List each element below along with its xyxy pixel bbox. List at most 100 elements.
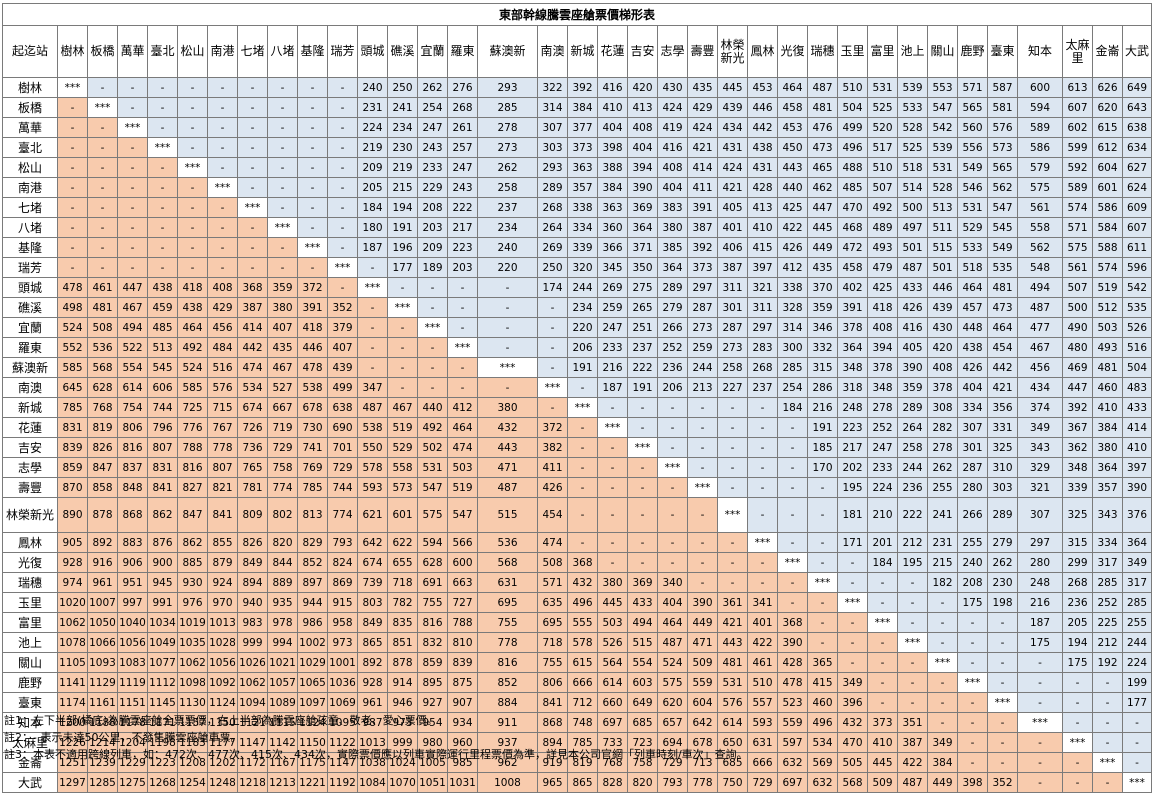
fare-cell: 531 [717, 672, 748, 693]
fare-cell: 859 [417, 652, 448, 673]
row-header-station: 壽豐 [2, 477, 58, 498]
fare-cell: 237 [477, 197, 538, 218]
fare-cell: 283 [747, 337, 778, 358]
fare-cell: 519 [387, 417, 418, 438]
fare-cell: 301 [957, 437, 988, 458]
fare-cell: 350 [627, 257, 658, 278]
fare-cell: 216 [597, 357, 628, 378]
row-header-station: 八堵 [2, 217, 58, 238]
fare-cell: 924 [207, 572, 238, 593]
fare-cell: 438 [747, 137, 778, 158]
fare-cell: 566 [447, 532, 478, 553]
fare-cell: *** [897, 632, 928, 653]
note-2: 註2：- 表示未達50公里，不發售騰雲座艙車票。 [4, 731, 242, 744]
fare-cell: - [747, 477, 778, 498]
table-row: 新城 785 768 754 744 725 715 674 667 678 638 487 467 44… [2, 397, 1152, 418]
fare-cell: - [957, 692, 988, 713]
fare-cell: 262 [987, 552, 1018, 573]
fare-cell: 900 [147, 552, 178, 573]
fare-cell: 565 [957, 97, 988, 118]
fare-cell: 345 [597, 257, 628, 278]
row-header-station: 頭城 [2, 277, 58, 298]
fare-cell: - [327, 77, 358, 98]
fare-cell: - [237, 157, 268, 178]
fare-cell: 744 [147, 397, 178, 418]
fare-cell: 280 [1017, 552, 1063, 573]
fare-cell: 429 [207, 297, 238, 318]
fare-cell: 531 [957, 197, 988, 218]
fare-cell: 426 [777, 237, 808, 258]
fare-cell: 470 [837, 732, 868, 753]
fare-cell: 217 [837, 437, 868, 458]
fare-cell: - [957, 732, 988, 753]
fare-cell: - [1092, 712, 1123, 733]
fare-cell: 388 [597, 157, 628, 178]
fare-cell: 233 [867, 457, 898, 478]
fare-cell: 897 [297, 572, 328, 593]
fare-cell: 212 [897, 532, 928, 553]
fare-cell: - [807, 592, 838, 613]
table-row: 鹿野 1141 1129 1119 1112 1098 1092 1062 1057 1065 10… [2, 672, 1152, 693]
fare-cell: 546 [957, 177, 988, 198]
fare-cell: 515 [627, 632, 658, 653]
fare-cell: 364 [1092, 457, 1123, 478]
fare-cell: 346 [807, 317, 838, 338]
fare-cell: 408 [207, 277, 238, 298]
fare-cell: 1151 [117, 692, 148, 713]
fare-cell: - [597, 477, 628, 498]
fare-cell: - [327, 277, 358, 298]
fare-cell: 974 [57, 572, 88, 593]
fare-cell: 892 [87, 532, 118, 553]
fare-cell: 404 [657, 592, 688, 613]
fare-cell: - [537, 317, 568, 338]
fare-cell: 499 [327, 377, 358, 398]
fare-cell: 216 [1017, 592, 1063, 613]
table-row: 富里 1062 1050 1040 1034 1019 1013 983 978 986 958 84… [2, 612, 1152, 633]
table-title: 東部幹線騰雲座艙票價梯形表 [2, 3, 1152, 26]
fare-cell: 584 [1092, 217, 1123, 238]
fare-cell: - [777, 532, 808, 553]
fare-cell: - [687, 497, 718, 533]
fare-cell: 515 [477, 497, 538, 533]
fare-cell: 446 [297, 337, 328, 358]
fare-cell: 473 [987, 297, 1018, 318]
fare-cell: - [447, 317, 478, 338]
fare-cell: 438 [147, 277, 178, 298]
fare-cell: 816 [117, 437, 148, 458]
fare-cell: 321 [1017, 477, 1063, 498]
fare-cell: 349 [1017, 417, 1063, 438]
fare-cell: 835 [387, 612, 418, 633]
fare-cell: 341 [747, 592, 778, 613]
fare-cell: 374 [1017, 397, 1063, 418]
fare-cell: 718 [387, 572, 418, 593]
fare-cell: 443 [777, 157, 808, 178]
fare-cell: 391 [297, 297, 328, 318]
fare-cell: 1129 [87, 672, 118, 693]
fare-cell: 233 [597, 337, 628, 358]
fare-cell: 315 [807, 357, 838, 378]
fare-cell: 222 [627, 357, 658, 378]
fare-cell: 247 [867, 437, 898, 458]
fare-cell: 1147 [237, 732, 268, 753]
fare-cell: 848 [117, 477, 148, 498]
fare-cell: - [267, 157, 298, 178]
fare-cell: 507 [1062, 277, 1093, 298]
fare-cell: 824 [327, 552, 358, 573]
fare-cell: 1268 [147, 772, 178, 793]
fare-cell: 500 [897, 197, 928, 218]
fare-cell: 526 [597, 632, 628, 653]
fare-cell: 411 [687, 177, 718, 198]
fare-cell: 1008 [477, 772, 538, 793]
fare-cell: 446 [927, 277, 958, 298]
fare-cell: 435 [807, 257, 838, 278]
fare-cell: 404 [657, 177, 688, 198]
fare-cell: 505 [837, 752, 868, 773]
table-row: 南澳 645 628 614 606 585 576 534 527 538 499 347- - - - *… [2, 377, 1152, 398]
fare-cell: 472 [837, 237, 868, 258]
fare-cell: *** [657, 457, 688, 478]
fare-cell: 498 [57, 297, 88, 318]
fare-cell: 839 [447, 652, 478, 673]
fare-cell: 568 [87, 357, 118, 378]
fare-cell: 621 [357, 497, 388, 533]
fare-cell: 449 [807, 237, 838, 258]
